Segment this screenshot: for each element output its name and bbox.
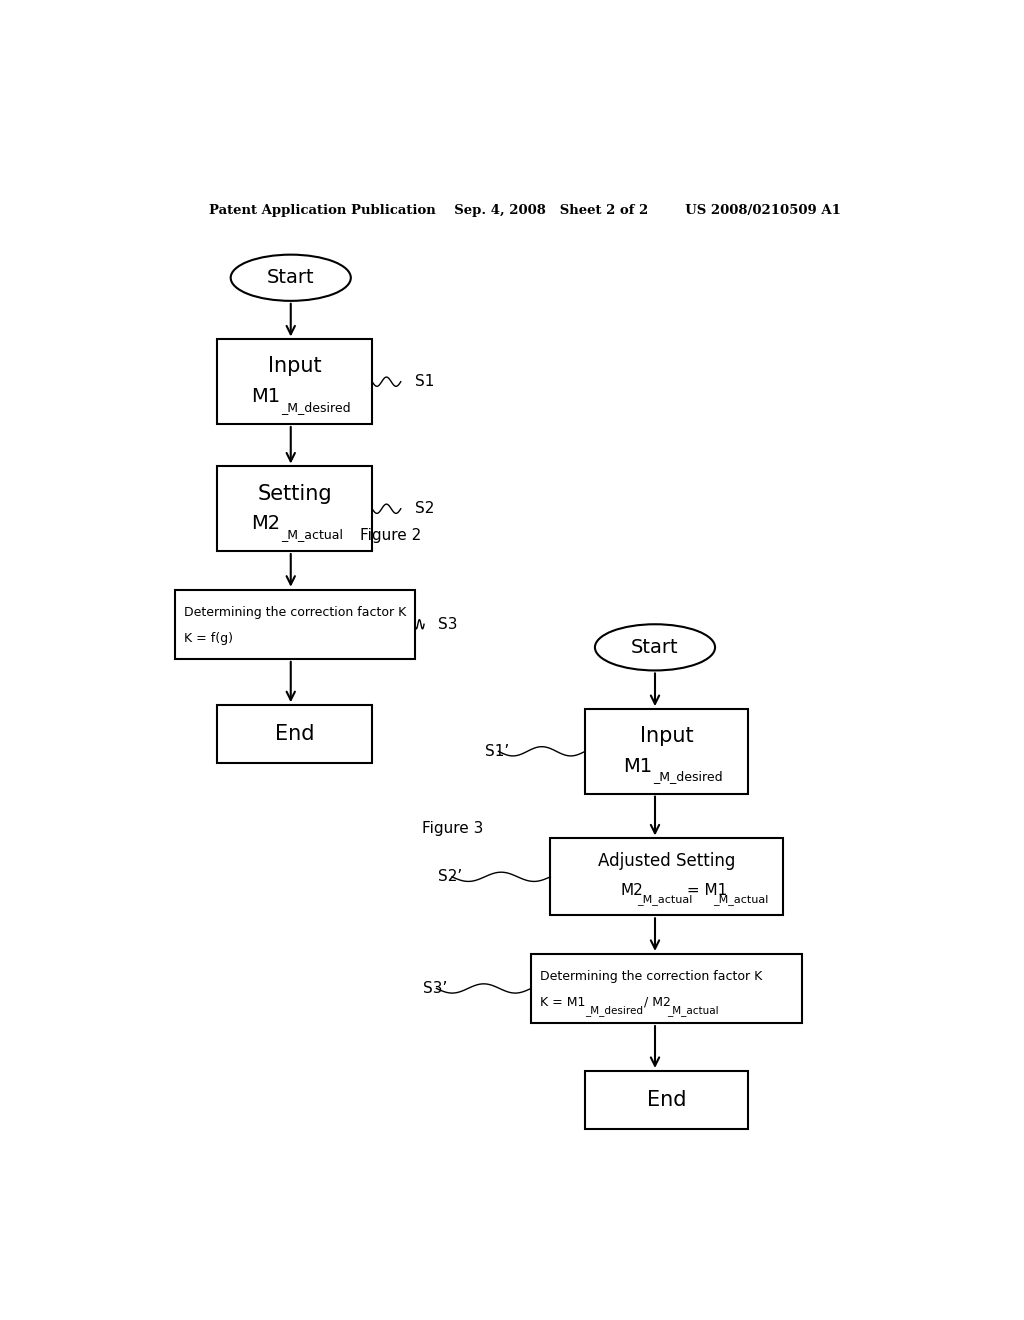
Text: _M_actual: _M_actual — [713, 895, 768, 906]
Text: _M_desired: _M_desired — [281, 401, 350, 413]
Bar — [217, 466, 372, 552]
Text: = M1: = M1 — [682, 883, 727, 898]
Text: _M_actual: _M_actual — [637, 895, 692, 906]
Text: _M_desired: _M_desired — [652, 771, 722, 783]
Text: Determining the correction factor K: Determining the correction factor K — [183, 606, 407, 619]
Text: Input: Input — [268, 356, 322, 376]
Text: _M_actual: _M_actual — [667, 1006, 718, 1016]
Text: K = M1: K = M1 — [541, 995, 586, 1008]
Text: Figure 2: Figure 2 — [360, 528, 422, 544]
Text: _M_actual: _M_actual — [281, 528, 343, 541]
Text: Patent Application Publication    Sep. 4, 2008   Sheet 2 of 2        US 2008/021: Patent Application Publication Sep. 4, 2… — [209, 205, 841, 218]
Text: _M_desired: _M_desired — [586, 1006, 643, 1016]
Bar — [586, 709, 748, 793]
Text: M2: M2 — [252, 515, 281, 533]
Bar — [550, 838, 783, 915]
Text: S3: S3 — [438, 616, 458, 632]
Text: S2: S2 — [415, 502, 434, 516]
Ellipse shape — [595, 624, 715, 671]
Bar — [217, 705, 372, 763]
Text: M2: M2 — [621, 883, 643, 898]
Text: Figure 3: Figure 3 — [423, 821, 484, 836]
Text: M1: M1 — [252, 388, 281, 407]
Text: Setting: Setting — [257, 483, 332, 503]
Text: Determining the correction factor K: Determining the correction factor K — [541, 970, 763, 983]
Bar — [217, 339, 372, 424]
Text: S2’: S2’ — [438, 870, 462, 884]
Text: End: End — [274, 723, 314, 744]
Bar — [174, 590, 415, 659]
Ellipse shape — [230, 255, 351, 301]
Text: S1’: S1’ — [484, 743, 509, 759]
Text: Input: Input — [640, 726, 693, 746]
Text: S3’: S3’ — [423, 981, 446, 997]
Text: End: End — [647, 1090, 686, 1110]
Text: K = f(g): K = f(g) — [183, 631, 232, 644]
Text: S1: S1 — [415, 374, 434, 389]
Text: Adjusted Setting: Adjusted Setting — [598, 853, 735, 870]
Bar — [531, 954, 802, 1023]
Text: / M2: / M2 — [640, 995, 671, 1008]
Bar — [586, 1071, 748, 1129]
Text: Start: Start — [267, 268, 314, 288]
Text: Start: Start — [631, 638, 679, 657]
Text: M1: M1 — [624, 758, 652, 776]
